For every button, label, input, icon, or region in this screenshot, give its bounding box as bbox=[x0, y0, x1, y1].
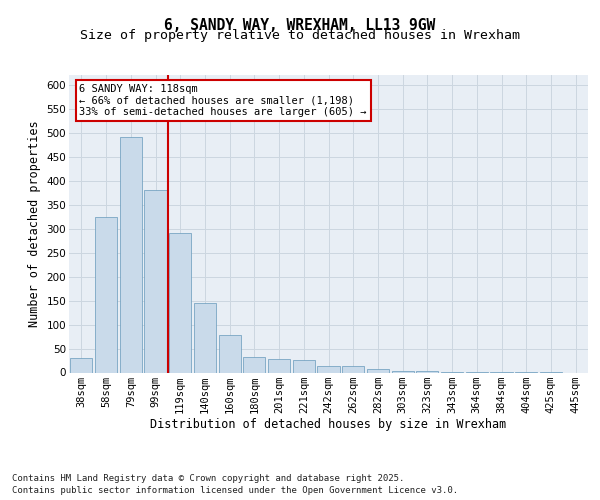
Y-axis label: Number of detached properties: Number of detached properties bbox=[28, 120, 41, 327]
Bar bbox=[70, 358, 92, 372]
Text: Size of property relative to detached houses in Wrexham: Size of property relative to detached ho… bbox=[80, 29, 520, 42]
Bar bbox=[293, 360, 315, 372]
Text: 6, SANDY WAY, WREXHAM, LL13 9GW: 6, SANDY WAY, WREXHAM, LL13 9GW bbox=[164, 18, 436, 32]
Bar bbox=[317, 366, 340, 372]
Bar bbox=[342, 366, 364, 372]
Text: 6 SANDY WAY: 118sqm
← 66% of detached houses are smaller (1,198)
33% of semi-det: 6 SANDY WAY: 118sqm ← 66% of detached ho… bbox=[79, 84, 367, 117]
Bar bbox=[145, 190, 167, 372]
Bar bbox=[169, 234, 191, 372]
Text: Contains HM Land Registry data © Crown copyright and database right 2025.
Contai: Contains HM Land Registry data © Crown c… bbox=[12, 474, 458, 495]
Bar bbox=[194, 303, 216, 372]
Bar bbox=[268, 359, 290, 372]
X-axis label: Distribution of detached houses by size in Wrexham: Distribution of detached houses by size … bbox=[151, 418, 506, 432]
Bar bbox=[218, 335, 241, 372]
Bar bbox=[392, 371, 414, 372]
Bar bbox=[243, 357, 265, 372]
Bar bbox=[95, 216, 117, 372]
Bar bbox=[367, 369, 389, 372]
Bar bbox=[119, 138, 142, 372]
Bar bbox=[416, 371, 439, 372]
